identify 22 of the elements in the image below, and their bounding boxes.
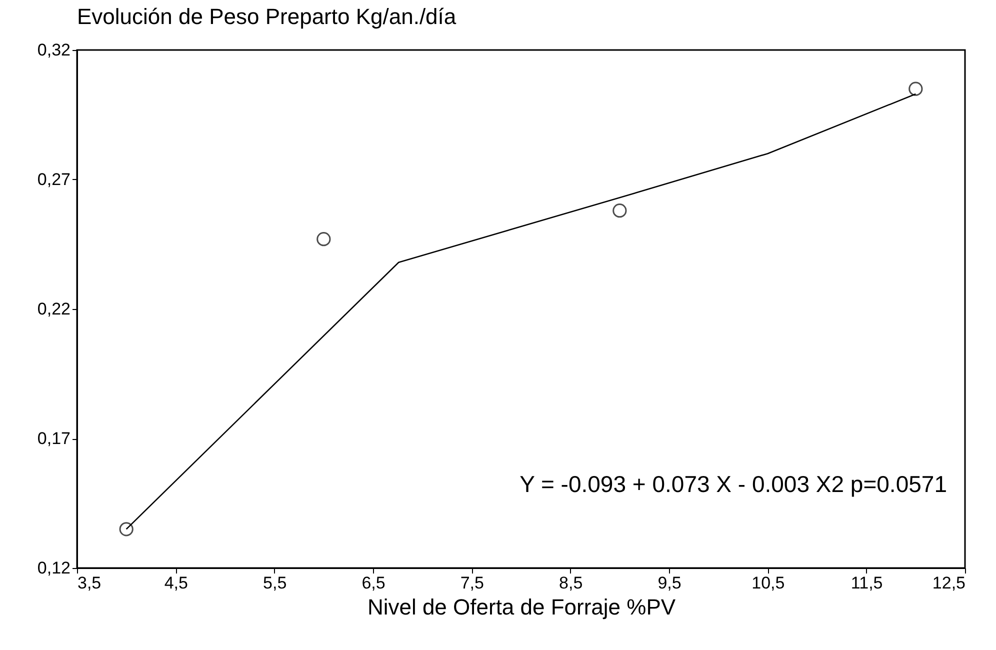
x-tick-label: 11,5 (850, 574, 883, 592)
point (316, 232, 331, 246)
x-tick-label: 7,5 (460, 574, 484, 592)
point (119, 522, 134, 536)
point (908, 82, 923, 96)
y-tick-label: 0,27 (37, 170, 70, 189)
x-tick-label: 5,5 (263, 574, 287, 592)
annotation: Y = -0.093 + 0.073 X - 0.003 X2 p=0.0571 (520, 471, 947, 497)
x-tick-label: 3,5 (78, 574, 102, 592)
y-tick-label: 0,32 (37, 40, 70, 60)
point (612, 204, 627, 218)
y-tick-label: 0,12 (37, 558, 70, 578)
x-tick-label: 12,5 (932, 574, 966, 592)
x-tick-label: 8,5 (559, 574, 583, 592)
x-tick-label: 6,5 (362, 574, 386, 592)
y-tick-label: 0,22 (37, 300, 70, 318)
x-axis-title: Nivel de Oferta de Forraje %PV (367, 594, 676, 620)
x-tick-label: 10,5 (752, 574, 785, 592)
y-tick-label: 0,17 (37, 429, 70, 448)
x-tick-label: 9,5 (658, 574, 682, 592)
chart-title: Evolución de Peso Preparto Kg/an./día (77, 4, 457, 29)
x-tick-label: 4,5 (164, 574, 188, 592)
